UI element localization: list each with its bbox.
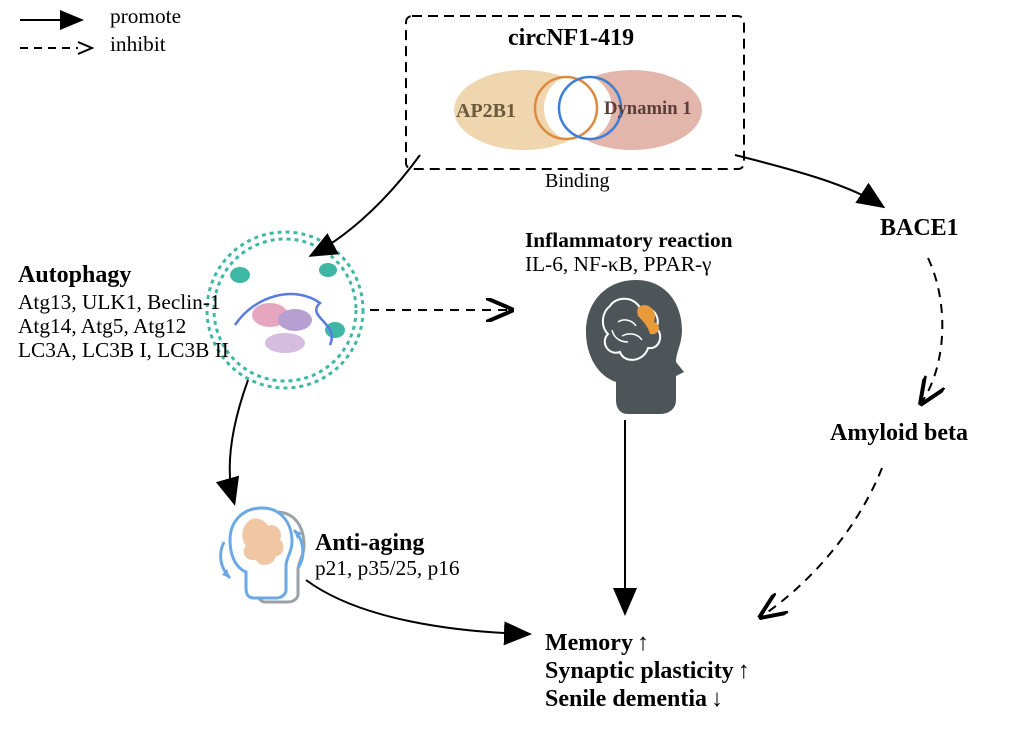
arrow-amyloid-to-outcome <box>762 468 882 616</box>
arrow-binding-to-bace1 <box>735 155 882 206</box>
arrow-antiaging-to-outcome <box>306 580 528 634</box>
arrow-autophagy-to-antiaging <box>230 380 248 502</box>
diagram-root: promote inhibit circNF1-419 AP2B1 Dynami… <box>0 0 1020 729</box>
arrow-bace1-to-amyloid <box>922 258 942 402</box>
arrows-layer <box>0 0 1020 729</box>
arrow-binding-to-autophagy <box>312 155 420 255</box>
